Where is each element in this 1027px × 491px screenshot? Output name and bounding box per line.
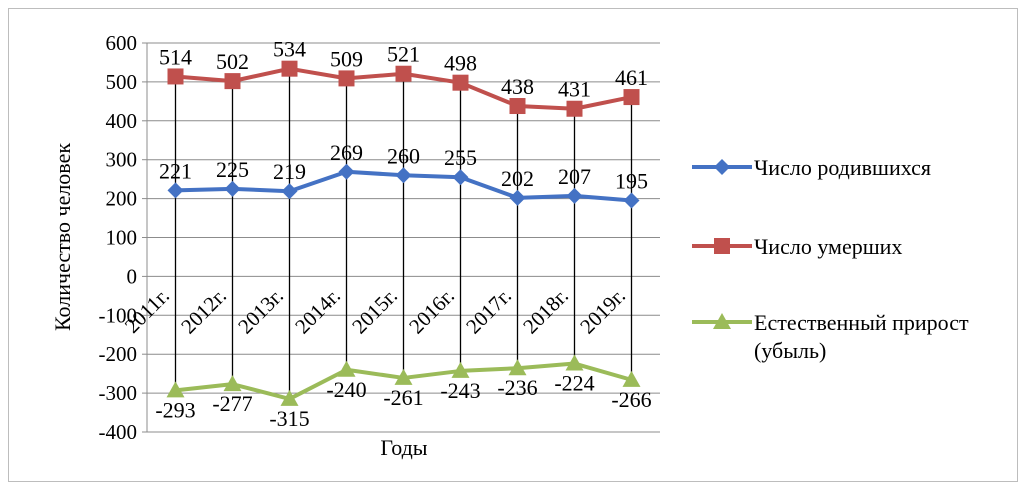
legend-item-3: Естественный прирост (убыль) <box>692 310 969 363</box>
data-point <box>508 359 527 376</box>
data-point <box>280 389 299 406</box>
y-axis-ticks: 600 500 400 300 200 100 0 -100 -200 -300 -400 <box>99 31 138 444</box>
data-label: -315 <box>269 406 309 431</box>
y-tick-label: 500 <box>106 70 138 94</box>
data-point <box>224 180 241 197</box>
x-tick-label: 2014г. <box>290 284 345 339</box>
data-point <box>281 183 298 200</box>
data-label: 521 <box>387 42 420 67</box>
data-label: -277 <box>212 391 252 416</box>
y-tick-label: -400 <box>99 420 138 444</box>
legend-marker <box>714 238 730 254</box>
data-label: 509 <box>330 46 363 71</box>
data-point <box>452 169 469 186</box>
drop-lines <box>174 68 633 399</box>
data-point <box>451 361 470 378</box>
data-label: -240 <box>326 377 366 402</box>
data-point <box>337 360 356 377</box>
legend-label: Число умерших <box>754 234 902 259</box>
data-label: 461 <box>615 65 648 90</box>
y-tick-label: 200 <box>106 187 138 211</box>
y-tick-label: 400 <box>106 109 138 133</box>
legend: Число родившихся Число умерших Естественны… <box>692 155 969 363</box>
legend-item-1: Число родившихся <box>692 155 931 180</box>
data-label: 498 <box>444 51 477 76</box>
data-label: 502 <box>216 49 249 74</box>
data-point <box>394 368 413 385</box>
data-label: -224 <box>554 371 594 396</box>
data-point <box>395 167 412 184</box>
data-label: 260 <box>387 143 420 168</box>
x-tick-label: 2018г. <box>518 284 573 339</box>
data-point <box>566 187 583 204</box>
data-label: 207 <box>558 164 591 189</box>
x-tick-label: 2013г. <box>233 284 288 339</box>
data-label: 269 <box>330 140 363 165</box>
legend-item-2: Число умерших <box>692 234 902 259</box>
y-tick-label: 600 <box>106 31 138 55</box>
series-group <box>166 60 641 406</box>
x-axis-title: Годы <box>380 435 427 460</box>
x-tick-label: 2019г. <box>575 284 630 339</box>
y-tick-label: -100 <box>99 303 138 327</box>
x-tick-label: 2016г. <box>404 284 459 339</box>
data-point <box>395 65 412 82</box>
series-3 <box>166 354 641 406</box>
y-tick-label: 300 <box>106 148 138 172</box>
legend-marker <box>714 159 730 175</box>
data-point <box>167 68 184 85</box>
data-point <box>623 89 640 106</box>
data-label: 514 <box>159 44 192 69</box>
series-2 <box>167 60 640 117</box>
data-point <box>338 163 355 180</box>
x-tick-label: 2017г. <box>461 284 516 339</box>
data-label: 255 <box>444 145 477 170</box>
data-point <box>281 60 298 77</box>
data-point <box>166 381 185 398</box>
data-point <box>452 74 469 91</box>
chart-frame <box>8 8 1018 482</box>
data-label: 431 <box>558 77 591 102</box>
data-label: 202 <box>501 166 534 191</box>
y-tick-label: -200 <box>99 342 138 366</box>
data-point <box>338 70 355 87</box>
data-label: 195 <box>615 169 648 194</box>
data-label: -293 <box>155 397 195 422</box>
data-label: -261 <box>383 385 423 410</box>
x-tick-label: 2015г. <box>347 284 402 339</box>
data-point <box>167 182 184 199</box>
data-label: 219 <box>273 159 306 184</box>
series-1 <box>167 163 640 209</box>
legend-marker <box>713 313 731 329</box>
data-label: 221 <box>159 158 192 183</box>
data-point <box>224 73 241 90</box>
y-axis-title: Количество человек <box>50 143 75 331</box>
data-point <box>223 375 242 392</box>
data-point <box>509 98 526 115</box>
legend-label: Число родившихся <box>754 155 931 180</box>
data-label: 534 <box>273 37 306 62</box>
data-point <box>622 370 641 387</box>
data-point <box>565 354 584 371</box>
y-tick-label: 100 <box>106 226 138 250</box>
x-axis-ticks: 2011г. 2012г. 2013г. 2014г. 2015г. 2016г. 2017… <box>120 284 630 339</box>
data-point <box>566 100 583 117</box>
y-tick-label: -300 <box>99 381 138 405</box>
data-label: -266 <box>611 387 651 412</box>
data-label: 225 <box>216 157 249 182</box>
legend-label: Естественный прирост (убыль) <box>754 310 969 363</box>
x-tick-label: 2012г. <box>176 284 231 339</box>
data-label: -243 <box>440 378 480 403</box>
data-label: 438 <box>501 74 534 99</box>
data-labels: 221 225 219 269 260 255 202 207 195 514 502 534 509 5… <box>155 37 651 431</box>
data-label: -236 <box>497 375 537 400</box>
data-point <box>509 189 526 206</box>
data-point <box>623 192 640 209</box>
y-tick-label: 0 <box>127 264 138 288</box>
